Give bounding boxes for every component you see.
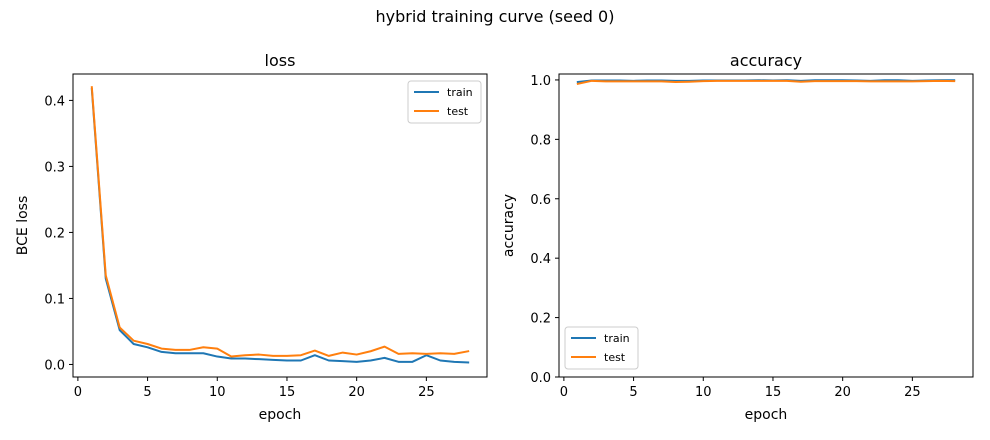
x-tick-label: 10 <box>695 385 712 400</box>
y-tick-label: 0.4 <box>44 94 65 109</box>
legend-label-test: test <box>447 105 469 118</box>
y-tick-label: 0.2 <box>44 226 65 241</box>
chart-panel-1: accuracy 0 5 10 15 20 25 0.0 0.2 0.4 0.6 0.8 1.0 epoc… <box>501 51 974 423</box>
x-tick-label: 0 <box>74 385 82 400</box>
x-tick-label: 0 <box>560 385 568 400</box>
x-axis-label: epoch <box>259 407 302 423</box>
x-tick-label: 10 <box>209 385 226 400</box>
y-tick-label: 0.4 <box>530 252 551 267</box>
axes-frame <box>72 73 488 378</box>
chart-title: loss <box>265 51 296 70</box>
x-tick-label: 20 <box>834 385 851 400</box>
figure-title: hybrid training curve (seed 0) <box>376 7 615 26</box>
y-tick-label: 0.0 <box>44 358 65 373</box>
y-tick-label: 1.0 <box>530 74 551 89</box>
chart-panel-0: loss 0 5 10 15 20 25 0.0 0.1 0.2 0.3 0.4 epoch BCE lo… <box>15 51 488 423</box>
legend-label-test: test <box>604 351 626 364</box>
legend-label-train: train <box>604 332 630 345</box>
axes-frame <box>558 73 974 378</box>
series-line-train <box>90 88 470 364</box>
y-axis-label: accuracy <box>501 194 517 257</box>
y-tick-label: 0.0 <box>530 371 551 386</box>
x-tick-label: 15 <box>279 385 296 400</box>
y-axis-label: BCE loss <box>15 196 31 255</box>
y-tick-label: 0.6 <box>530 193 551 208</box>
series-line-test <box>90 86 470 358</box>
x-tick-label: 15 <box>765 385 782 400</box>
legend-label-train: train <box>447 86 473 99</box>
x-tick-label: 5 <box>629 385 637 400</box>
y-tick-label: 0.8 <box>530 133 551 148</box>
y-tick-label: 0.1 <box>44 292 65 307</box>
legend: train test <box>564 326 639 370</box>
x-tick-label: 25 <box>904 385 921 400</box>
legend: train test <box>407 80 482 124</box>
y-tick-label: 0.2 <box>530 312 551 327</box>
chart-title: accuracy <box>730 51 802 70</box>
x-tick-label: 5 <box>143 385 151 400</box>
x-tick-label: 25 <box>418 385 435 400</box>
y-tick-label: 0.3 <box>44 160 65 175</box>
panels: loss 0 5 10 15 20 25 0.0 0.1 0.2 0.3 0.4 epoch BCE lo… <box>15 51 974 423</box>
series-line-test <box>576 79 956 85</box>
x-tick-label: 20 <box>348 385 365 400</box>
x-axis-label: epoch <box>745 407 788 423</box>
